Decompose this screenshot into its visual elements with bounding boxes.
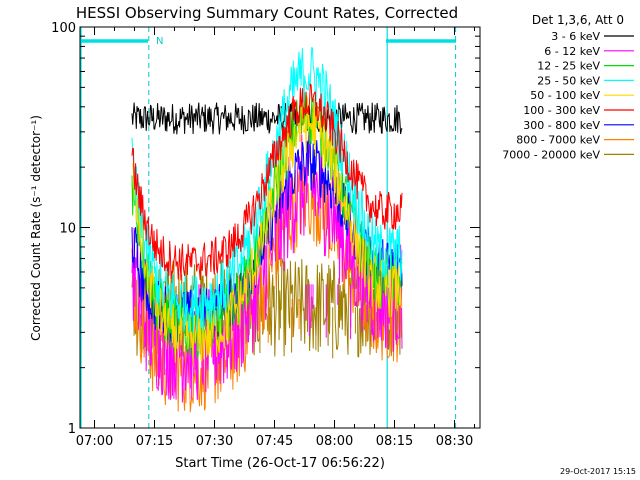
legend-item-label: 25 - 50 keV (537, 74, 600, 87)
series-3-to-6kev-line (131, 102, 403, 135)
axis-layer: 07:00 07:15 07:30 07:45 08:00 08:15 08:30 100 10… (51, 21, 480, 449)
series-50-to-100kev-line (131, 96, 403, 367)
legend-item-label: 7000 - 20000 keV (502, 148, 600, 161)
y-tick-label: 100 (51, 21, 76, 36)
series-layer (131, 46, 403, 413)
y-axis-label: Corrected Count Rate (s⁻¹ detector⁻¹) (29, 115, 43, 341)
x-tick-label: 07:45 (256, 434, 293, 449)
x-tick-label: 07:30 (196, 434, 233, 449)
legend-item-label: 100 - 300 keV (523, 104, 600, 117)
generation-timestamp: 29-Oct-2017 15:15 (560, 467, 636, 476)
x-tick-label: 08:30 (436, 434, 473, 449)
legend-item-label: 800 - 7000 keV (516, 134, 600, 147)
legend-item-label: 12 - 25 keV (537, 60, 600, 73)
x-tick-label: 07:00 (76, 434, 113, 449)
x-tick-label: 08:00 (316, 434, 353, 449)
legend-item-label: 50 - 100 keV (530, 89, 600, 102)
y-tick-label: 1 (68, 422, 76, 437)
x-tick-label: 08:15 (376, 434, 413, 449)
annotation-n-label: N (156, 36, 163, 47)
x-tick-label: 07:15 (136, 434, 173, 449)
legend: Det 1,3,6, Att 0 3 - 6 keV 6 - 12 keV 12 -… (502, 13, 634, 161)
y-tick-label: 10 (59, 222, 76, 237)
legend-item-label: 300 - 800 keV (523, 119, 600, 132)
chart-title: HESSI Observing Summary Count Rates, Cor… (76, 4, 458, 22)
legend-item-label: 6 - 12 keV (544, 45, 600, 58)
series-100-to-300kev-line (131, 83, 403, 281)
x-axis-label: Start Time (26-Oct-17 06:56:22) (175, 456, 385, 471)
legend-header: Det 1,3,6, Att 0 (532, 13, 624, 27)
legend-item-label: 3 - 6 keV (551, 30, 600, 43)
